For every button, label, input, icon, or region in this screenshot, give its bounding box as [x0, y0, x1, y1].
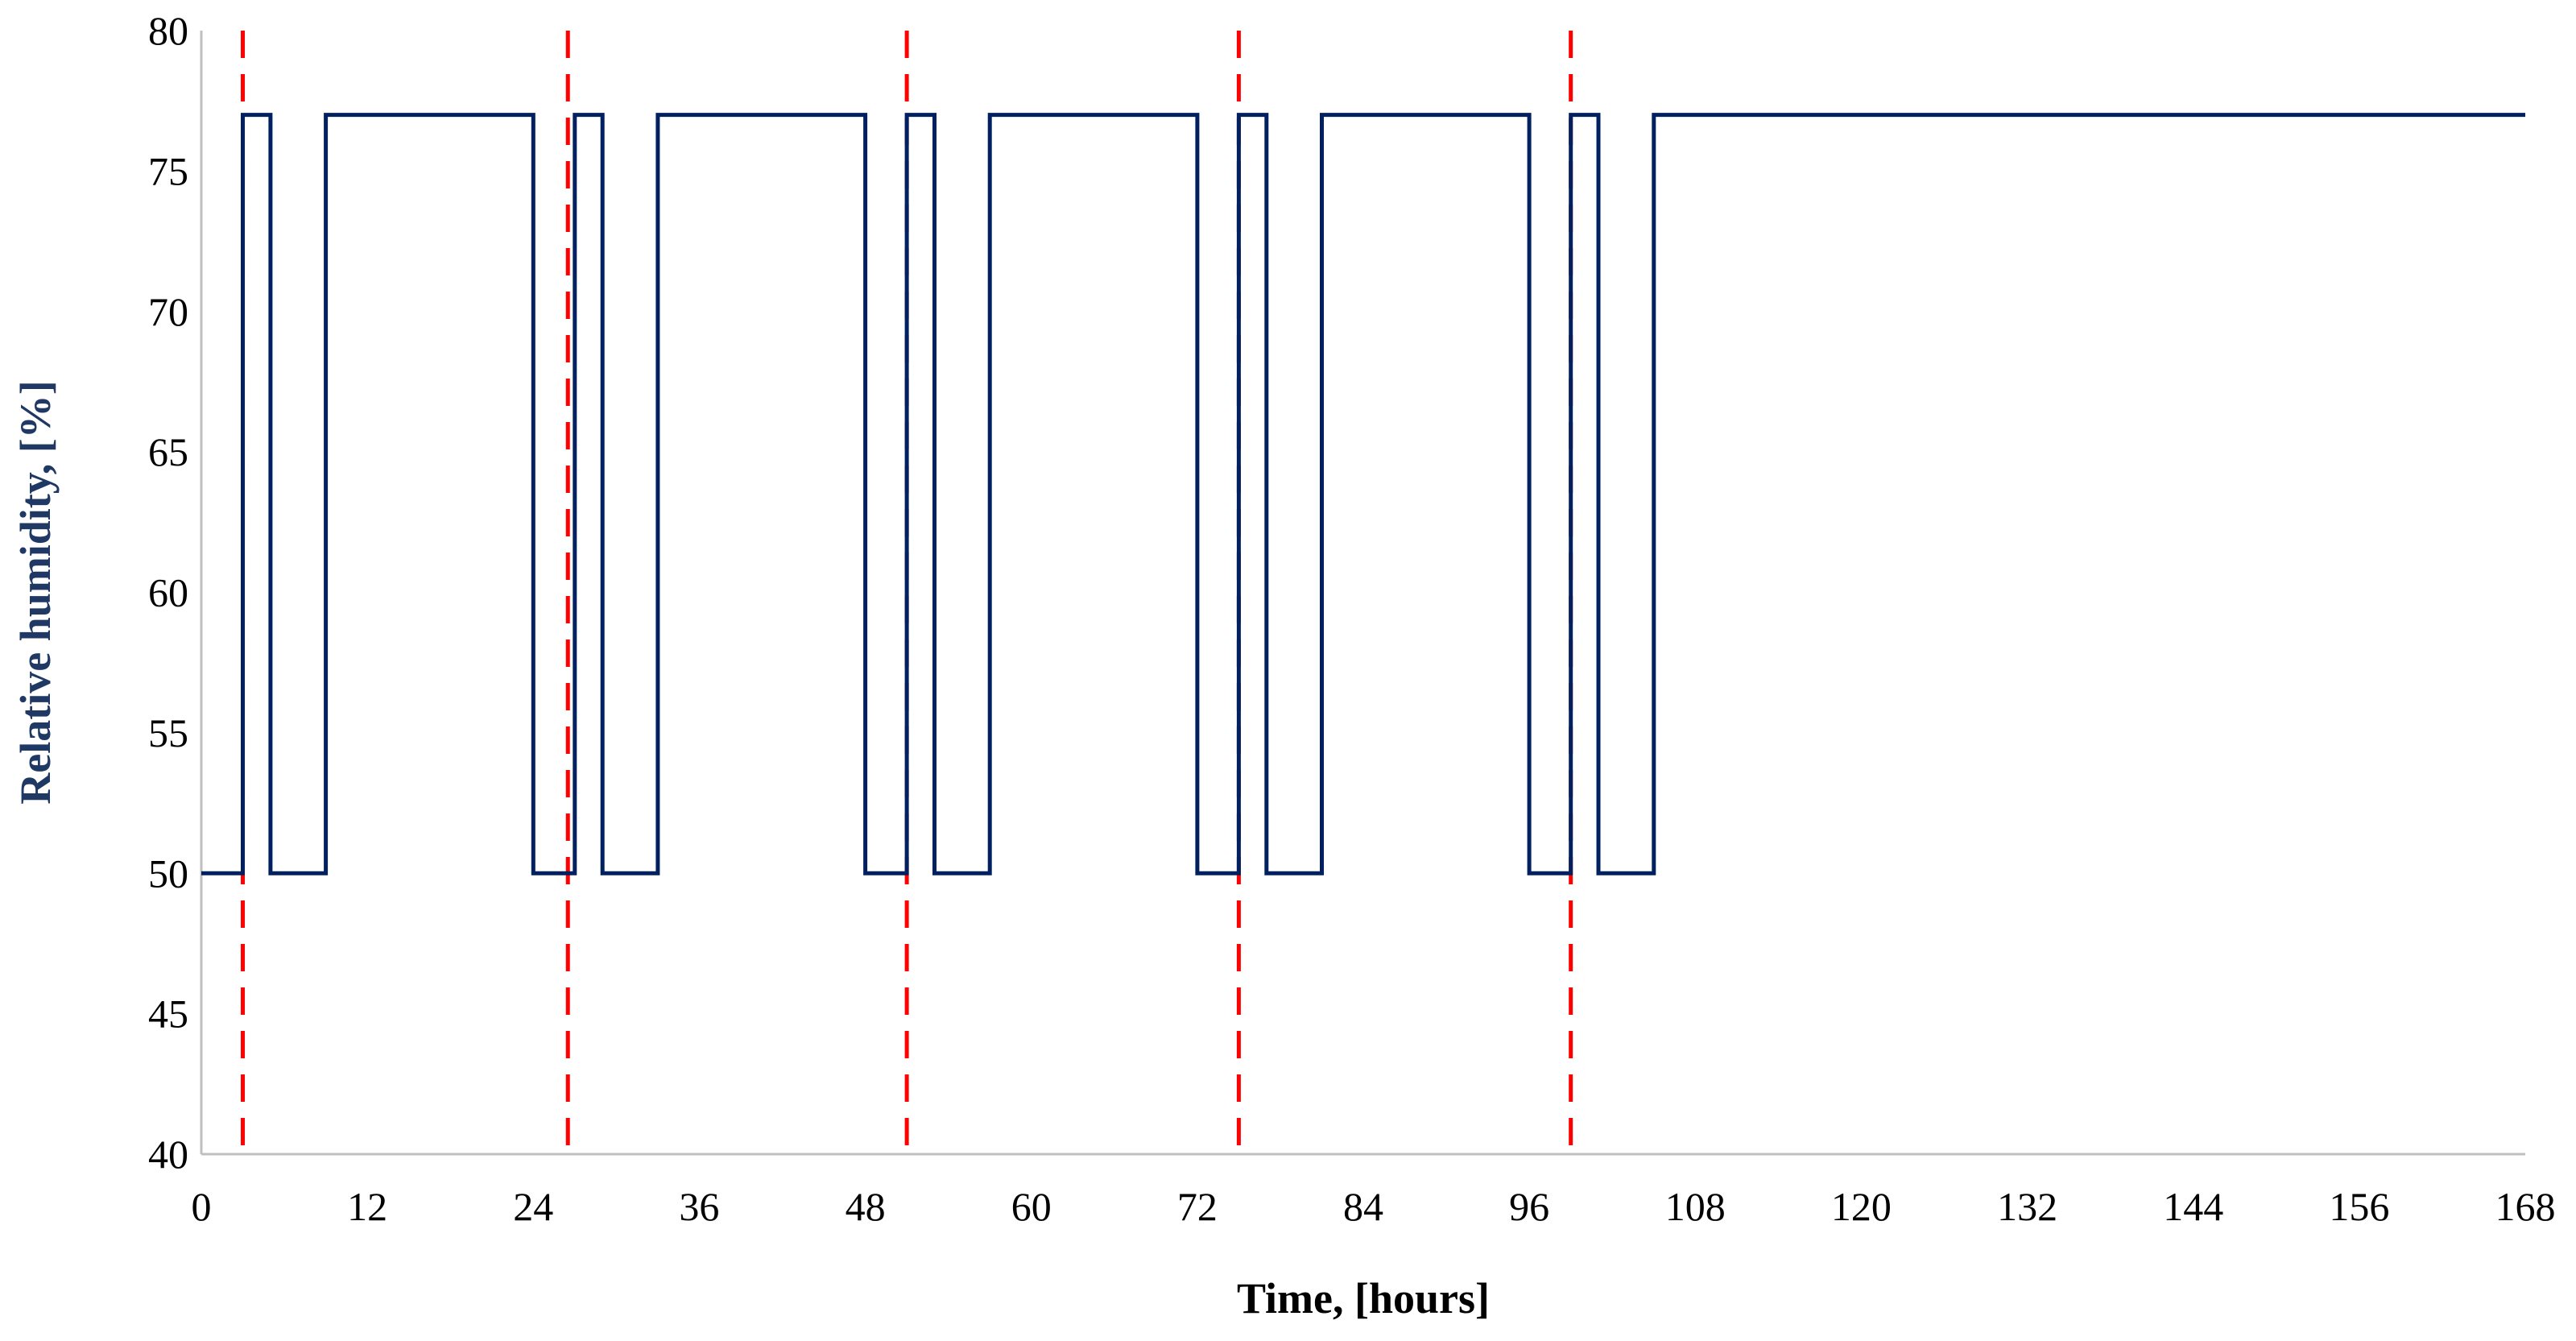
- y-tick-label: 60: [148, 570, 188, 615]
- y-axis-title: Relative humidity, [%]: [11, 380, 60, 804]
- y-tick-label: 65: [148, 429, 188, 474]
- y-tick-label: 55: [148, 710, 188, 755]
- x-tick-label: 60: [1011, 1184, 1052, 1229]
- x-tick-label: 108: [1665, 1184, 1726, 1229]
- y-tick-label: 45: [148, 991, 188, 1037]
- x-tick-label: 96: [1509, 1184, 1549, 1229]
- x-axis-title: Time, [hours]: [1237, 1274, 1490, 1322]
- y-tick-label: 80: [148, 8, 188, 53]
- x-tick-label: 0: [192, 1184, 212, 1229]
- x-tick-label: 144: [2163, 1184, 2223, 1229]
- x-tick-label: 84: [1343, 1184, 1383, 1229]
- y-tick-label: 40: [148, 1132, 188, 1177]
- y-tick-label: 70: [148, 289, 188, 334]
- x-tick-label: 120: [1831, 1184, 1892, 1229]
- y-tick-labels: 40 45 50 55 60 65 70 75 80: [148, 8, 188, 1177]
- x-tick-label: 156: [2329, 1184, 2389, 1229]
- y-tick-label: 75: [148, 148, 188, 193]
- x-tick-label: 12: [347, 1184, 387, 1229]
- x-tick-label: 24: [513, 1184, 553, 1229]
- series-group: [201, 113, 2525, 875]
- x-tick-label: 132: [1997, 1184, 2057, 1229]
- x-tick-label: 72: [1177, 1184, 1218, 1229]
- x-tick-label: 48: [846, 1184, 886, 1229]
- x-tick-labels: 0 12 24 36 48 60 72 84 96 108 120 132 144 156 168: [192, 1184, 2556, 1229]
- x-tick-label: 36: [679, 1184, 719, 1229]
- x-tick-label: 168: [2495, 1184, 2556, 1229]
- axes: [200, 31, 2525, 1156]
- series-line-relative-humidity: [201, 113, 2525, 875]
- y-tick-label: 50: [148, 851, 188, 896]
